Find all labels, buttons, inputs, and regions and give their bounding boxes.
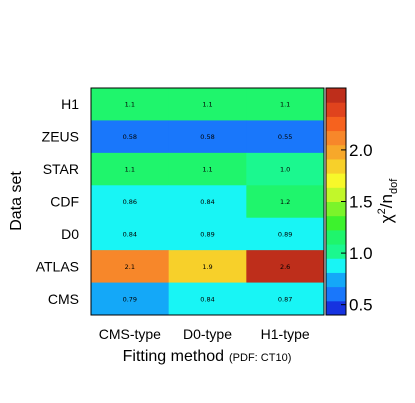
cell-value-label: 1.1 bbox=[202, 101, 212, 109]
colorbar-segment bbox=[326, 116, 346, 132]
cell-value-label: 0.79 bbox=[123, 295, 137, 303]
heatmap-cell bbox=[91, 250, 170, 284]
x-axis-title: Fitting method (PDF: CT10) bbox=[123, 348, 292, 365]
colorbar-segment bbox=[326, 102, 346, 117]
heatmap-cell bbox=[91, 88, 170, 121]
heatmap-cells bbox=[91, 88, 325, 316]
y-tick-label: STAR bbox=[43, 161, 79, 177]
heatmap-cell bbox=[168, 120, 247, 154]
cell-value-label: 2.6 bbox=[280, 263, 290, 271]
cell-value-label: 0.89 bbox=[278, 230, 292, 238]
colorbar-title-chi: χ bbox=[377, 214, 396, 223]
y-axis-title: Data set bbox=[8, 171, 25, 231]
y-tick-labels: H1 ZEUS STAR CDF D0 ATLAS CMS bbox=[36, 96, 80, 307]
y-tick-label: CDF bbox=[50, 194, 79, 210]
heatmap-cell bbox=[246, 152, 325, 186]
colorbar-segment bbox=[326, 272, 346, 288]
y-tick-label: CMS bbox=[48, 291, 79, 307]
heatmap-cell bbox=[168, 88, 247, 121]
colorbar-segment bbox=[326, 130, 346, 146]
cell-value-label: 1.1 bbox=[280, 101, 290, 109]
colorbar-segment bbox=[326, 229, 346, 245]
colorbar-title-sub: dof bbox=[388, 178, 400, 194]
heatmap-cell bbox=[246, 282, 325, 316]
colorbar-title-sup: 2 bbox=[376, 208, 388, 214]
heatmap-cell bbox=[168, 152, 247, 186]
colorbar-segment bbox=[326, 88, 346, 103]
colorbar-segment bbox=[326, 215, 346, 231]
y-tick-label: ZEUS bbox=[42, 129, 79, 145]
cell-value-label: 0.84 bbox=[123, 230, 137, 238]
colorbar-tick-label: 1.0 bbox=[349, 244, 373, 263]
heatmap-cell bbox=[91, 152, 170, 186]
colorbar-title-mid: /n bbox=[377, 194, 396, 208]
cell-value-label: 0.55 bbox=[278, 133, 292, 141]
colorbar-segment bbox=[326, 286, 346, 302]
cell-value-label: 0.84 bbox=[200, 198, 214, 206]
colorbar bbox=[325, 87, 347, 316]
plot-frame bbox=[90, 87, 325, 316]
heatmap-cell bbox=[246, 217, 325, 251]
heatmap-cell bbox=[246, 88, 325, 121]
cell-value-label: 1.1 bbox=[202, 166, 212, 174]
cell-value-label: 0.84 bbox=[200, 295, 214, 303]
x-tick-label: H1-type bbox=[261, 326, 310, 342]
heatmap-cell bbox=[168, 217, 247, 251]
heatmap-cell bbox=[168, 282, 247, 316]
y-tick-label: ATLAS bbox=[36, 258, 79, 274]
cell-value-label: 0.89 bbox=[200, 230, 214, 238]
cell-value-label: 1.2 bbox=[280, 198, 290, 206]
colorbar-title: χ2/ndof bbox=[376, 178, 400, 223]
cell-value-label: 0.58 bbox=[200, 133, 214, 141]
colorbar-tick-label: 1.5 bbox=[349, 193, 373, 212]
x-tick-label: CMS-type bbox=[99, 326, 161, 342]
cell-value-label: 0.86 bbox=[123, 198, 137, 206]
cell-value-label: 0.58 bbox=[123, 133, 137, 141]
colorbar-segment bbox=[326, 158, 346, 174]
heatmap-cell bbox=[246, 120, 325, 154]
cell-value-label: 0.87 bbox=[278, 295, 292, 303]
heatmap-cell bbox=[91, 282, 170, 316]
cell-value-label: 1.0 bbox=[280, 166, 290, 174]
heatmap-cell bbox=[91, 217, 170, 251]
cell-value-label: 1.1 bbox=[125, 166, 135, 174]
colorbar-segment bbox=[326, 173, 346, 188]
cell-value-labels: 1.1 1.1 1.1 0.58 0.58 0.55 1.1 1.1 1.0 0.86 0.84 1.… bbox=[123, 101, 293, 304]
colorbar-segment bbox=[326, 258, 346, 273]
y-tick-label: H1 bbox=[61, 96, 79, 112]
colorbar-segment bbox=[326, 187, 346, 202]
heatmap-cell bbox=[246, 185, 325, 219]
colorbar-segment bbox=[326, 244, 346, 259]
y-tick-label: D0 bbox=[61, 226, 79, 242]
x-axis-title-note: (PDF: CT10) bbox=[229, 352, 291, 364]
heatmap-cell bbox=[91, 185, 170, 219]
heatmap-cell bbox=[168, 250, 247, 284]
colorbar-tick-label: 2.0 bbox=[349, 141, 373, 160]
x-axis-title-main: Fitting method bbox=[123, 348, 224, 365]
x-tick-label: D0-type bbox=[183, 326, 232, 342]
colorbar-segment bbox=[326, 300, 346, 316]
x-tick-labels: CMS-type D0-type H1-type bbox=[99, 326, 310, 342]
heatmap-cell bbox=[91, 120, 170, 154]
colorbar-tick-label: 0.5 bbox=[349, 296, 373, 315]
cell-value-label: 2.1 bbox=[125, 263, 135, 271]
heatmap-cell bbox=[168, 185, 247, 219]
cell-value-label: 1.9 bbox=[202, 263, 212, 271]
heatmap-cell bbox=[246, 250, 325, 284]
colorbar-segment bbox=[326, 201, 346, 217]
cell-value-label: 1.1 bbox=[125, 101, 135, 109]
colorbar-ticks: 0.5 1.0 1.5 2.0 bbox=[341, 141, 373, 315]
colorbar-segment bbox=[326, 144, 346, 160]
